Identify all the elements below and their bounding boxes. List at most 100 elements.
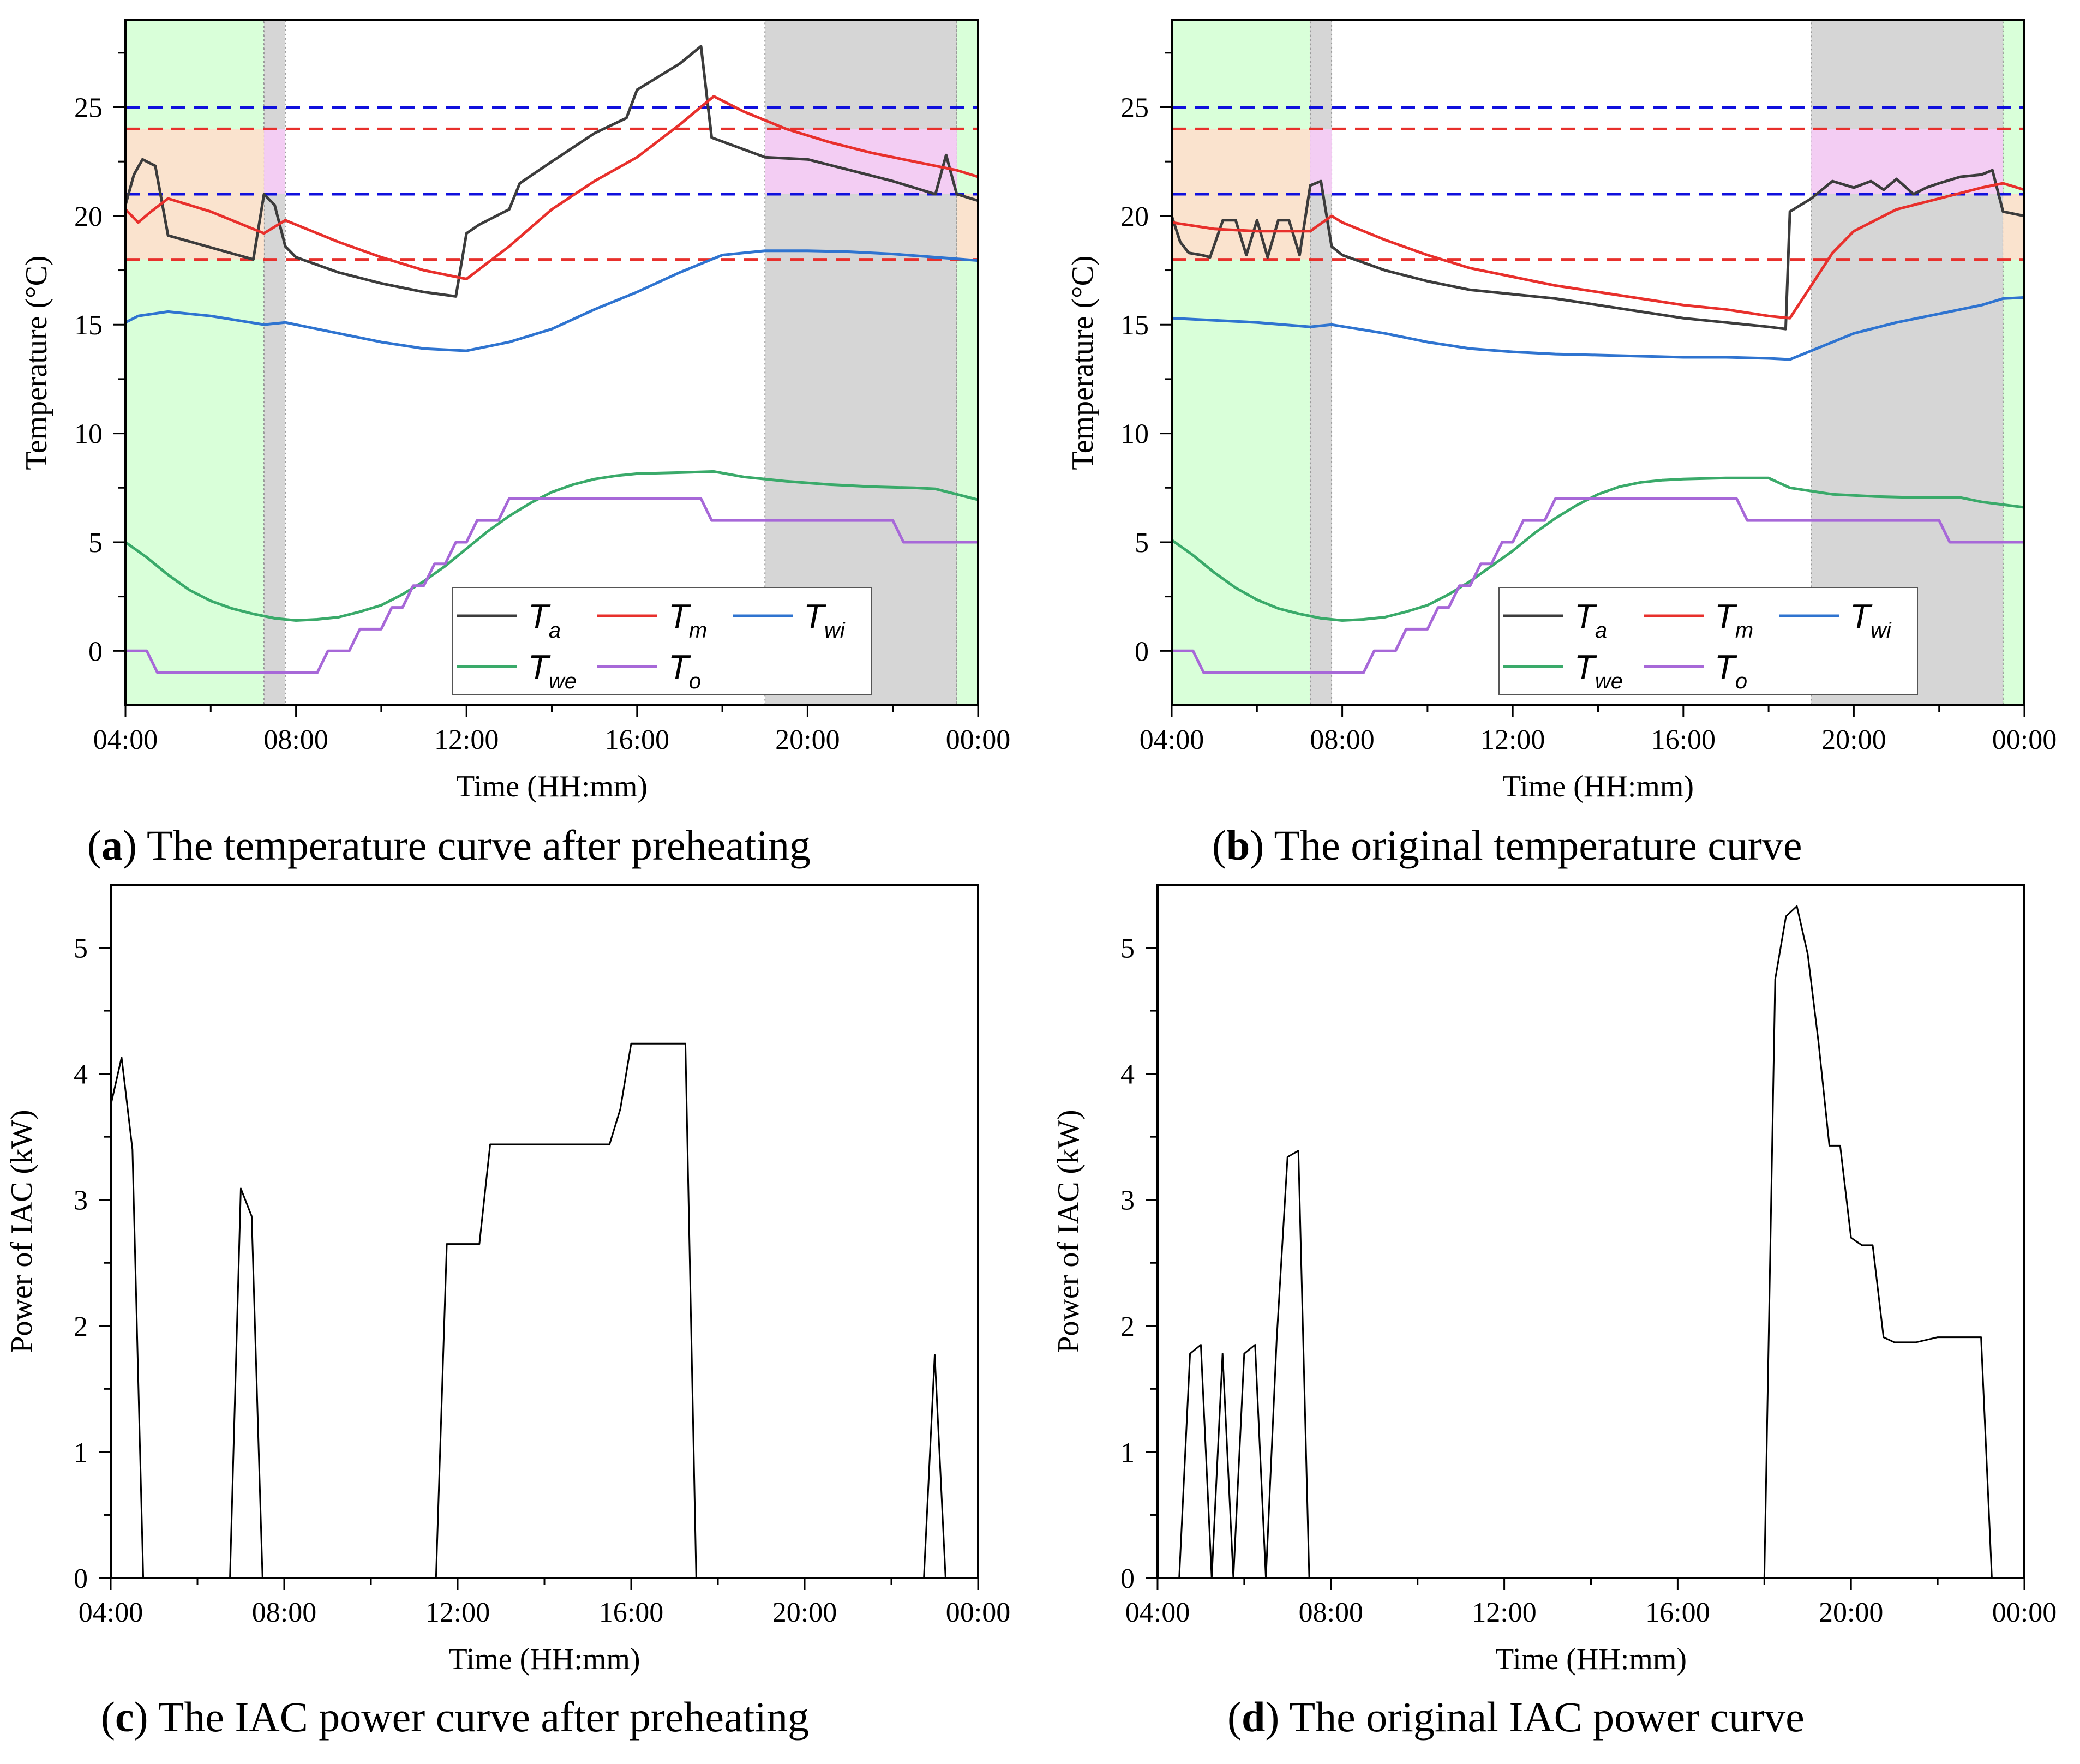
y-tick-label: 4 <box>1120 1059 1135 1090</box>
inner-band-1 <box>263 129 286 194</box>
x-tick-label: 12:00 <box>1472 1597 1536 1628</box>
y-axis-title: Power of IAC (kW) <box>5 1109 39 1353</box>
legend-subscript: o <box>689 669 701 693</box>
legend-symbol: T <box>804 598 826 635</box>
series-line-twi <box>1172 296 2024 361</box>
caption-a: (a) The temperature curve after preheati… <box>87 821 811 869</box>
y-tick-label: 4 <box>74 1059 88 1090</box>
x-tick-label: 08:00 <box>1310 724 1374 755</box>
x-tick-label: 00:00 <box>1992 724 2057 755</box>
x-axis-title: Time (HH:mm) <box>1495 1642 1687 1676</box>
x-tick-label: 04:00 <box>79 1597 143 1628</box>
x-tick-label: 16:00 <box>1651 724 1716 755</box>
band-1 <box>1309 20 1333 705</box>
y-tick-label: 5 <box>74 933 88 964</box>
x-tick-label: 04:00 <box>1125 1597 1190 1628</box>
series-line-ta <box>1172 169 2024 331</box>
panel-a-temperature-after-preheating: 04:00 08:00 12:00 16:00 20:00 00:00 0 5 10 15 20 25… <box>20 19 1010 803</box>
y-tick-label: 1 <box>1120 1437 1135 1468</box>
inner-band-3 <box>956 194 978 260</box>
y-axis-title: Power of IAC (kW) <box>1052 1109 1086 1353</box>
legend-label-twe: Twe <box>1574 649 1623 693</box>
x-tick-label: 16:00 <box>599 1597 663 1628</box>
x-tick-label: 12:00 <box>434 724 499 755</box>
band-0 <box>125 20 265 705</box>
band-3 <box>2002 20 2024 705</box>
band-0 <box>1172 20 1311 705</box>
series-line-tm <box>1172 182 2024 320</box>
legend-symbol: T <box>1574 649 1597 686</box>
y-tick-label: 10 <box>74 419 103 450</box>
legend-subscript: a <box>1595 619 1607 643</box>
legend-symbol: T <box>528 598 551 635</box>
series-line-twe <box>125 470 978 622</box>
legend-label-tm: Tm <box>1715 598 1753 643</box>
legend-label-to: To <box>668 649 701 693</box>
legend-label-to: To <box>1715 649 1747 693</box>
legend-subscript: we <box>1595 669 1623 693</box>
y-tick-label: 0 <box>74 1563 88 1594</box>
legend-subscript: we <box>549 669 577 693</box>
y-tick-label: 5 <box>88 527 103 559</box>
plot-frame <box>110 884 979 1579</box>
legend-label-ta: Ta <box>528 598 561 643</box>
y-tick-label: 10 <box>1120 419 1149 450</box>
legend-symbol: T <box>1715 649 1737 686</box>
legend-label-ta: Ta <box>1574 598 1607 643</box>
x-tick-label: 00:00 <box>946 1597 1010 1628</box>
caption-b: (b) The original temperature curve <box>1212 821 1802 869</box>
legend-symbol: T <box>1715 598 1737 635</box>
plot-area <box>1158 905 2024 1578</box>
legend-symbol: T <box>1850 598 1873 635</box>
y-tick-label: 25 <box>74 92 103 123</box>
y-tick-label: 20 <box>1120 201 1149 232</box>
plot-area <box>1172 20 2024 705</box>
series-line-twi <box>125 249 978 352</box>
y-axis-title: Temperature (°C) <box>20 255 53 470</box>
y-tick-label: 3 <box>74 1185 88 1216</box>
series-line-to <box>1172 497 2024 674</box>
legend-box <box>1498 587 1918 695</box>
plot-area <box>111 1042 978 1578</box>
x-tick-label: 00:00 <box>1992 1597 2057 1628</box>
y-tick-label: 5 <box>1135 527 1149 559</box>
x-tick-label: 16:00 <box>605 724 669 755</box>
legend-box <box>452 587 872 695</box>
x-tick-label: 08:00 <box>1299 1597 1363 1628</box>
series-line-twe <box>1172 476 2024 622</box>
panel-b-original-temperature: 04:00 08:00 12:00 16:00 20:00 00:00 0 5 10 15 20 25… <box>1066 19 2057 803</box>
legend-subscript: m <box>1735 619 1753 643</box>
legend-symbol: T <box>668 598 691 635</box>
x-tick-label: 20:00 <box>1821 724 1886 755</box>
legend-symbol: T <box>1574 598 1597 635</box>
x-tick-label: 04:00 <box>1140 724 1204 755</box>
legend-label-tm: Tm <box>668 598 707 643</box>
y-tick-label: 0 <box>88 636 103 667</box>
legend-subscript: o <box>1735 669 1747 693</box>
legend-symbol: T <box>528 649 551 686</box>
x-axis-title: Time (HH:mm) <box>1502 770 1694 803</box>
plot-frame <box>1156 884 2025 1579</box>
x-tick-label: 08:00 <box>263 724 328 755</box>
x-tick-label: 20:00 <box>1819 1597 1883 1628</box>
x-tick-label: 08:00 <box>252 1597 316 1628</box>
legend-label-twi: Twi <box>804 598 846 643</box>
x-tick-label: 04:00 <box>93 724 158 755</box>
legend-label-twe: Twe <box>528 649 577 693</box>
y-tick-label: 3 <box>1120 1185 1135 1216</box>
x-tick-label: 20:00 <box>775 724 840 755</box>
legend-subscript: a <box>549 619 561 643</box>
inner-band-2 <box>765 129 957 194</box>
y-tick-label: 1 <box>74 1437 88 1468</box>
x-tick-label: 16:00 <box>1645 1597 1710 1628</box>
legend-symbol: T <box>668 649 691 686</box>
y-tick-label: 15 <box>74 310 103 341</box>
x-axis-title: Time (HH:mm) <box>456 770 648 803</box>
x-axis-title: Time (HH:mm) <box>448 1642 640 1676</box>
y-tick-label: 25 <box>1120 92 1149 123</box>
x-tick-label: 20:00 <box>772 1597 837 1628</box>
panel-c-iac-power-after-preheating: 04:00 08:00 12:00 16:00 20:00 00:00 0 1 2 3 4 5 Time… <box>5 884 1010 1676</box>
y-tick-label: 0 <box>1135 636 1149 667</box>
